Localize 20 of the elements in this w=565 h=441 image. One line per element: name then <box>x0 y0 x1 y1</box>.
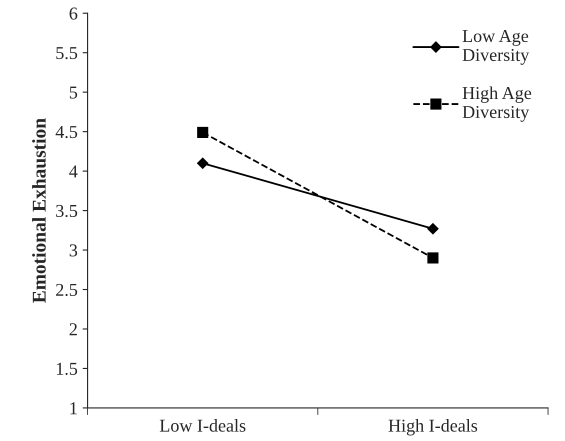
point <box>197 126 208 138</box>
x-tick-label: Low I-deals <box>160 419 246 432</box>
legend-label: Low Age Diversity <box>462 30 530 65</box>
y-tick-label: 2 <box>70 323 77 336</box>
y-tick-label: 4.5 <box>56 126 78 138</box>
y-tick-label: 5.5 <box>56 47 78 60</box>
y-tick-label: 6 <box>70 8 78 20</box>
y-tick-label: 2.5 <box>56 284 78 296</box>
point <box>197 158 208 169</box>
legend-label: High Age Diversity <box>462 86 532 122</box>
y-tick-label: 5 <box>70 86 78 99</box>
y-tick-label: 3 <box>70 244 78 256</box>
y-tick-label: 1.5 <box>56 362 78 375</box>
y-tick-label: 4 <box>69 165 78 178</box>
y-axis-title: Emotional Exhaustion <box>32 118 46 303</box>
point <box>427 223 439 234</box>
y-tick-label: 3.5 <box>56 204 78 218</box>
y-tick-label: 1 <box>70 402 77 414</box>
x-tick-label: High I-deals <box>388 419 478 436</box>
point <box>427 252 438 264</box>
